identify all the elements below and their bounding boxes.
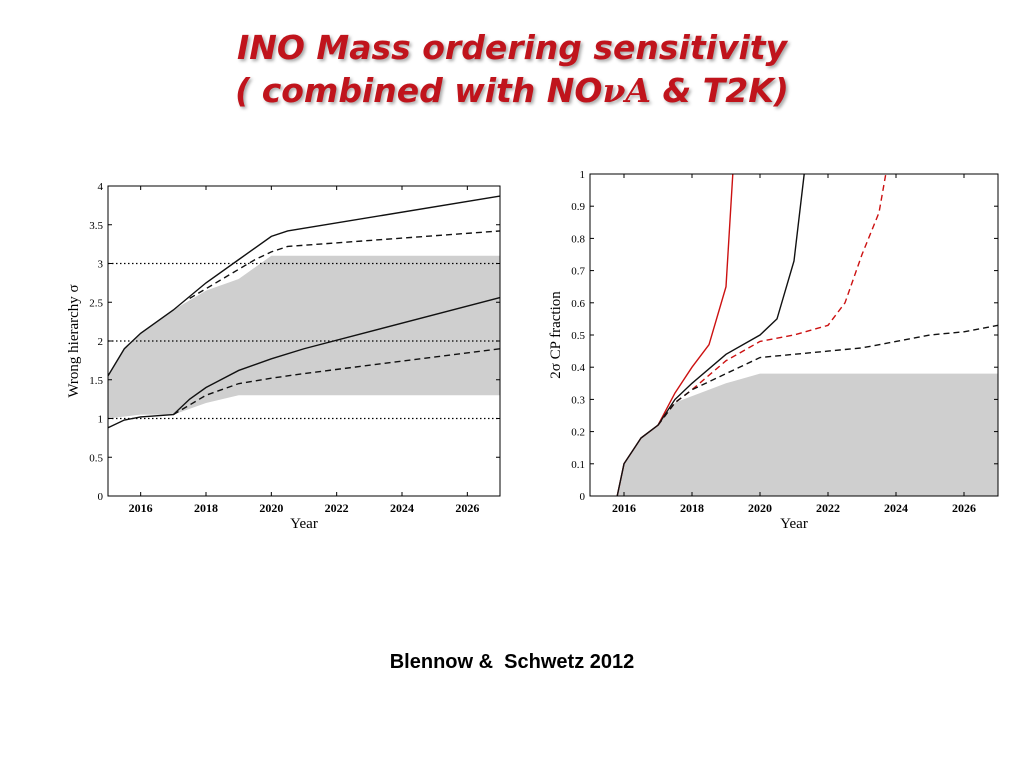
left-series-line-1 [107, 195, 501, 377]
left-ytick-label: 2 [98, 336, 104, 348]
right-series-line-4 [657, 324, 999, 426]
left-xtick-label: 2026 [455, 501, 479, 515]
left-xtick-label: 2022 [325, 501, 349, 515]
right-x-axis-label: Year [780, 516, 808, 532]
right-ytick-label: 0.1 [571, 459, 585, 471]
slide-title-line2: ( combined with NOνA & T2K) [0, 69, 1024, 112]
right-ytick-label: 0.2 [571, 427, 585, 439]
right-ytick-label: 1 [580, 169, 586, 181]
left-ytick-label: 1 [98, 414, 104, 426]
left-series-line-4 [172, 348, 501, 416]
right-xtick-label: 2020 [748, 501, 772, 515]
right-ytick-label: 0.5 [571, 330, 585, 342]
right-ytick-label: 0.8 [571, 233, 585, 245]
slide-title-line1: INO Mass ordering sensitivity [236, 28, 788, 67]
right-series-line-2 [616, 173, 805, 497]
left-ytick-label: 3.5 [89, 220, 103, 232]
right-xtick-label: 2026 [952, 501, 976, 515]
right-xtick-label: 2018 [680, 501, 704, 515]
citation: Blennow & Schwetz 2012 [389, 651, 635, 673]
left-ytick-label: 0.5 [89, 452, 103, 464]
right-ytick-label: 0.4 [571, 362, 585, 374]
title-line2-suffix: & T2K) [650, 71, 789, 110]
right-ytick-label: 0.3 [571, 394, 585, 406]
left-xtick-label: 2016 [129, 501, 153, 515]
title-line2-nu: νA [602, 71, 651, 110]
right-ytick-label: 0.7 [571, 266, 585, 278]
left-xtick-label: 2018 [194, 501, 218, 515]
right-ytick-label: 0 [580, 491, 586, 503]
left-ytick-label: 4 [98, 181, 104, 193]
right-y-axis-label: 2σ CP fraction [548, 291, 564, 379]
left-xtick-label: 2024 [390, 501, 414, 515]
left-series-line-2 [189, 230, 501, 299]
right-shaded-band [617, 373, 998, 496]
right-xtick-label: 2016 [612, 501, 636, 515]
right-xtick-label: 2024 [884, 501, 908, 515]
left-y-axis-label: Wrong hierarchy σ [66, 284, 82, 397]
left-ytick-label: 1.5 [89, 375, 103, 387]
left-shaded-band [108, 255, 500, 419]
left-ytick-label: 3 [98, 259, 104, 271]
title-line2-prefix: ( combined with NO [235, 71, 603, 110]
left-xtick-label: 2020 [259, 501, 283, 515]
left-ytick-label: 2.5 [89, 297, 103, 309]
slide-title: INO Mass ordering sensitivity ( combined… [0, 26, 1024, 112]
left-series-line-3 [107, 296, 501, 429]
right-ytick-label: 0.9 [571, 201, 585, 213]
right-ytick-label: 0.6 [571, 298, 585, 310]
left-ytick-label: 0 [98, 491, 104, 503]
right-xtick-label: 2022 [816, 501, 840, 515]
left-x-axis-label: Year [290, 516, 318, 532]
